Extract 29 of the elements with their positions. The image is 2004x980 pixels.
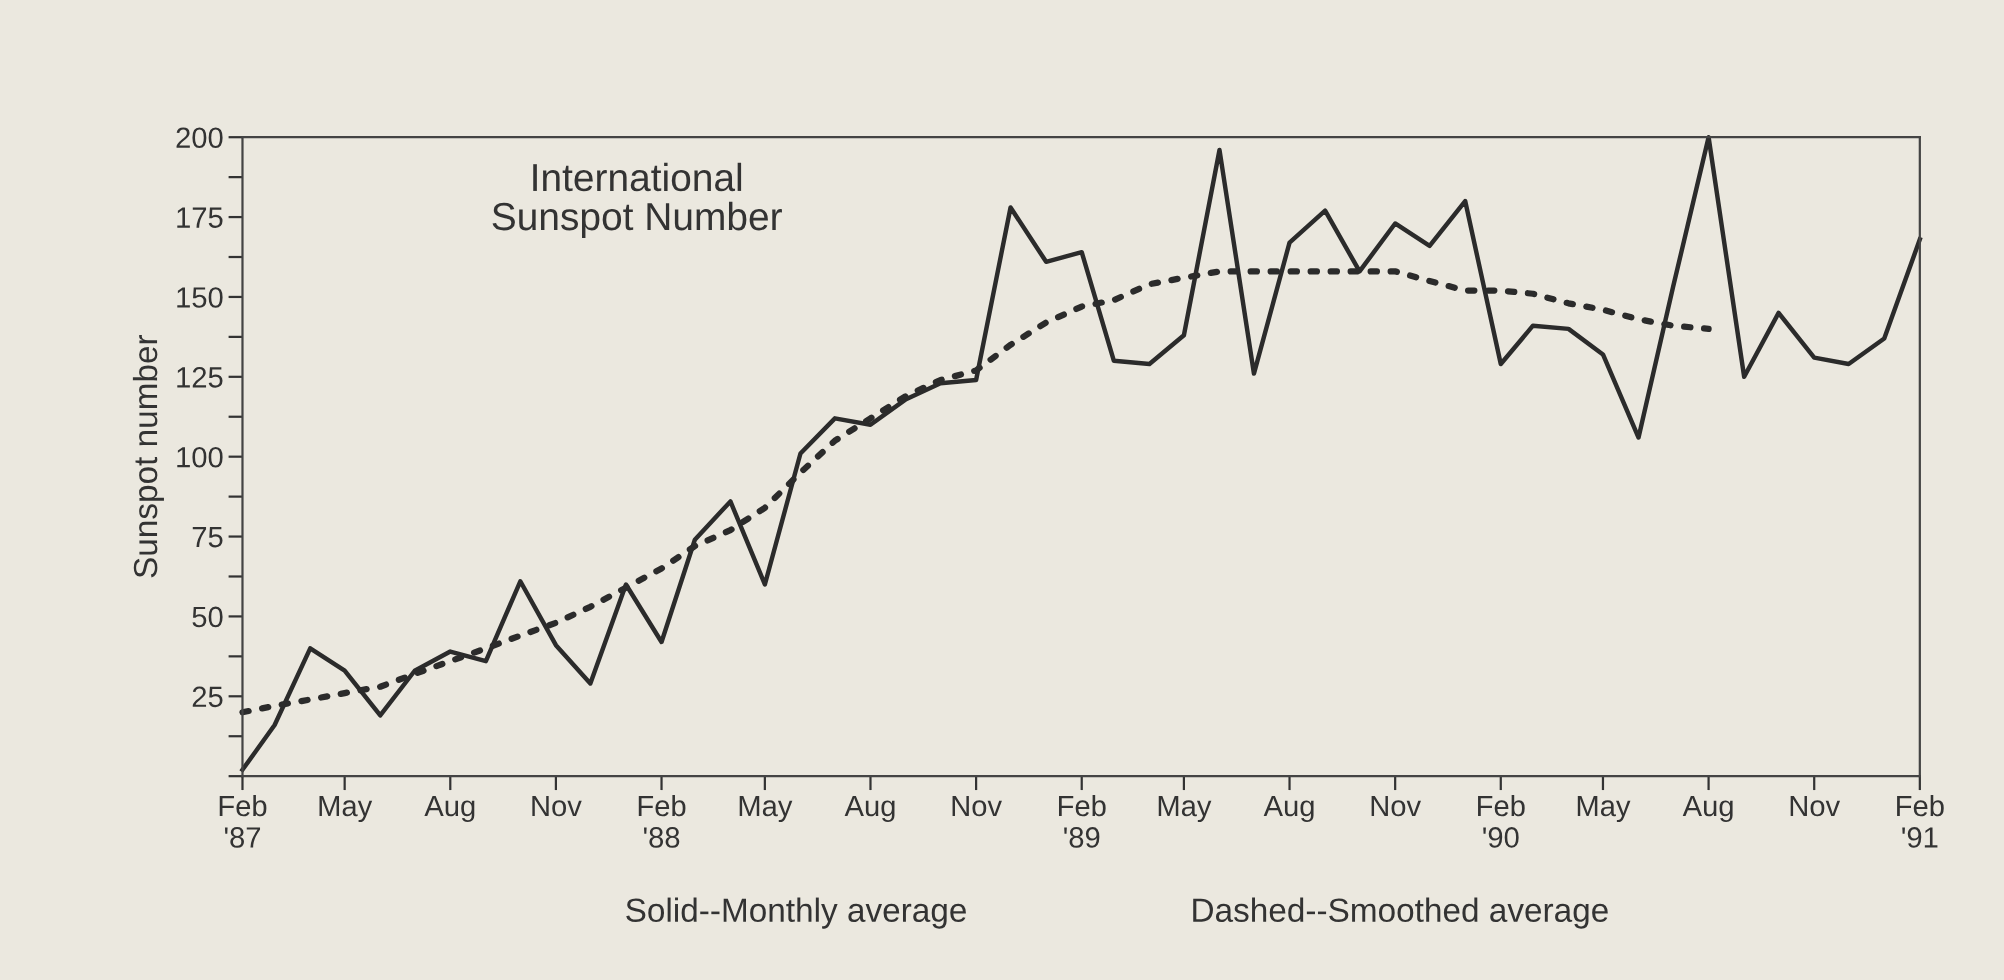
x-tick-label: Feb '90	[1478, 794, 1525, 848]
x-tick-label: Feb '88	[638, 794, 686, 848]
y-tick-label: 125	[177, 367, 223, 388]
x-tick-label: May	[1158, 795, 1212, 823]
y-tick-label: 200	[176, 127, 223, 149]
x-tick-label: Aug	[844, 795, 895, 823]
x-tick-label: Aug	[424, 795, 475, 823]
x-tick-label: May	[1577, 795, 1631, 823]
y-axis-title: Sunspot number	[132, 334, 164, 578]
x-tick-label: Nov	[532, 795, 582, 817]
x-tick-label: May	[319, 795, 373, 823]
text: Solid--Monthly average	[626, 897, 966, 929]
x-tick-label: Nov	[952, 795, 1002, 817]
x-tick-label: May	[739, 795, 793, 823]
text: Dashed--Smoothed average	[1193, 897, 1608, 929]
x-tick-label: Feb '89	[1059, 794, 1106, 848]
x-tick-label: Feb '91	[1897, 794, 1944, 848]
x-tick-label: Aug	[1263, 795, 1314, 823]
annotation: International Sunspot Number	[492, 162, 782, 239]
x-tick-label: Nov	[1371, 795, 1421, 817]
y-tick-label: 150	[177, 287, 223, 308]
y-tick-label: 100	[177, 446, 223, 468]
y-tick-label: 75	[192, 527, 223, 548]
y-tick-label: 175	[177, 207, 223, 228]
x-tick-label: Nov	[1790, 795, 1841, 817]
x-tick-label: Aug	[1682, 795, 1733, 823]
y-tick-label: 25	[192, 686, 223, 708]
y-tick-label: 50	[192, 606, 223, 628]
x-tick-label: Feb '87	[219, 794, 267, 848]
